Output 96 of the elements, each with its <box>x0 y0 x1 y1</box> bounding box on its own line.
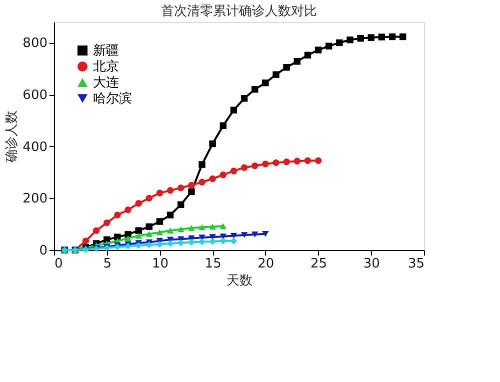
point <box>304 157 312 164</box>
chart-title: 首次清零累计确诊人数对比 <box>161 4 317 19</box>
point <box>326 42 332 50</box>
point <box>124 235 132 242</box>
y-tick-label: 400 <box>22 140 48 155</box>
point <box>262 231 269 237</box>
point <box>198 238 206 246</box>
point <box>252 232 258 238</box>
point <box>188 188 195 196</box>
point <box>346 36 354 44</box>
point <box>166 187 174 194</box>
point <box>198 178 206 186</box>
point <box>104 219 110 226</box>
point <box>294 58 300 65</box>
point <box>156 218 164 225</box>
x-axis-title: 天数 <box>226 274 252 288</box>
point <box>146 223 152 230</box>
point <box>314 157 322 164</box>
point <box>188 182 195 189</box>
point <box>304 52 312 59</box>
point <box>135 200 142 207</box>
point <box>114 212 121 218</box>
point <box>166 240 174 247</box>
point <box>230 106 238 114</box>
point <box>209 224 216 230</box>
point <box>209 175 216 182</box>
point <box>82 238 90 244</box>
point <box>198 234 206 240</box>
point <box>198 161 206 168</box>
point <box>156 190 164 196</box>
point <box>209 234 216 240</box>
point <box>357 34 364 42</box>
point <box>146 194 152 202</box>
point <box>220 238 226 244</box>
point <box>156 229 164 236</box>
point <box>252 86 258 93</box>
point <box>135 242 142 249</box>
point <box>146 231 152 237</box>
legend-label: 哈尔滨 <box>93 90 132 106</box>
point <box>240 232 248 238</box>
point <box>400 33 406 40</box>
point <box>230 168 238 174</box>
point <box>272 71 280 78</box>
point <box>262 80 269 86</box>
x-tick-label: 20 <box>258 256 274 272</box>
point <box>146 241 152 248</box>
x-tick-label: 35 <box>408 256 424 272</box>
point <box>220 234 226 240</box>
x-tick-label: 10 <box>152 256 168 272</box>
point <box>220 172 226 178</box>
point <box>166 212 174 218</box>
point <box>378 34 386 40</box>
point <box>92 227 100 234</box>
point <box>135 232 142 239</box>
point <box>124 206 132 214</box>
legend-label: 新疆 <box>93 44 119 58</box>
point <box>220 223 226 230</box>
y-tick-label: 800 <box>22 36 48 52</box>
point <box>166 228 174 234</box>
point <box>178 226 184 232</box>
point <box>336 39 343 46</box>
point <box>209 238 216 245</box>
y-axis-title: 确诊人数 <box>4 110 20 164</box>
point <box>283 64 290 71</box>
point <box>198 224 206 230</box>
point <box>283 158 290 166</box>
x-tick-label: 25 <box>310 256 328 272</box>
y-tick-label: 600 <box>22 88 48 104</box>
point <box>188 238 195 246</box>
point <box>188 225 195 231</box>
y-tick-label: 200 <box>22 192 48 207</box>
point <box>388 33 396 40</box>
legend-label: 北京 <box>93 60 119 74</box>
y-tick-label: 0 <box>39 244 48 258</box>
legend-label: 大连 <box>93 76 119 90</box>
point <box>209 140 216 148</box>
point <box>240 164 248 171</box>
point <box>314 46 322 54</box>
x-tick-label: 5 <box>103 256 112 272</box>
x-tick-label: 30 <box>363 256 380 272</box>
point <box>272 159 280 166</box>
point <box>368 34 374 41</box>
x-tick-label: 15 <box>204 256 222 272</box>
point <box>294 158 300 164</box>
point <box>178 184 184 192</box>
point <box>252 162 258 170</box>
point <box>135 227 142 234</box>
point <box>220 122 226 129</box>
point <box>178 201 184 208</box>
point <box>240 95 248 102</box>
x-tick-label: 0 <box>54 256 63 272</box>
point <box>230 238 238 244</box>
point <box>156 240 164 248</box>
point <box>230 232 238 239</box>
point <box>262 160 269 168</box>
point <box>178 239 184 246</box>
